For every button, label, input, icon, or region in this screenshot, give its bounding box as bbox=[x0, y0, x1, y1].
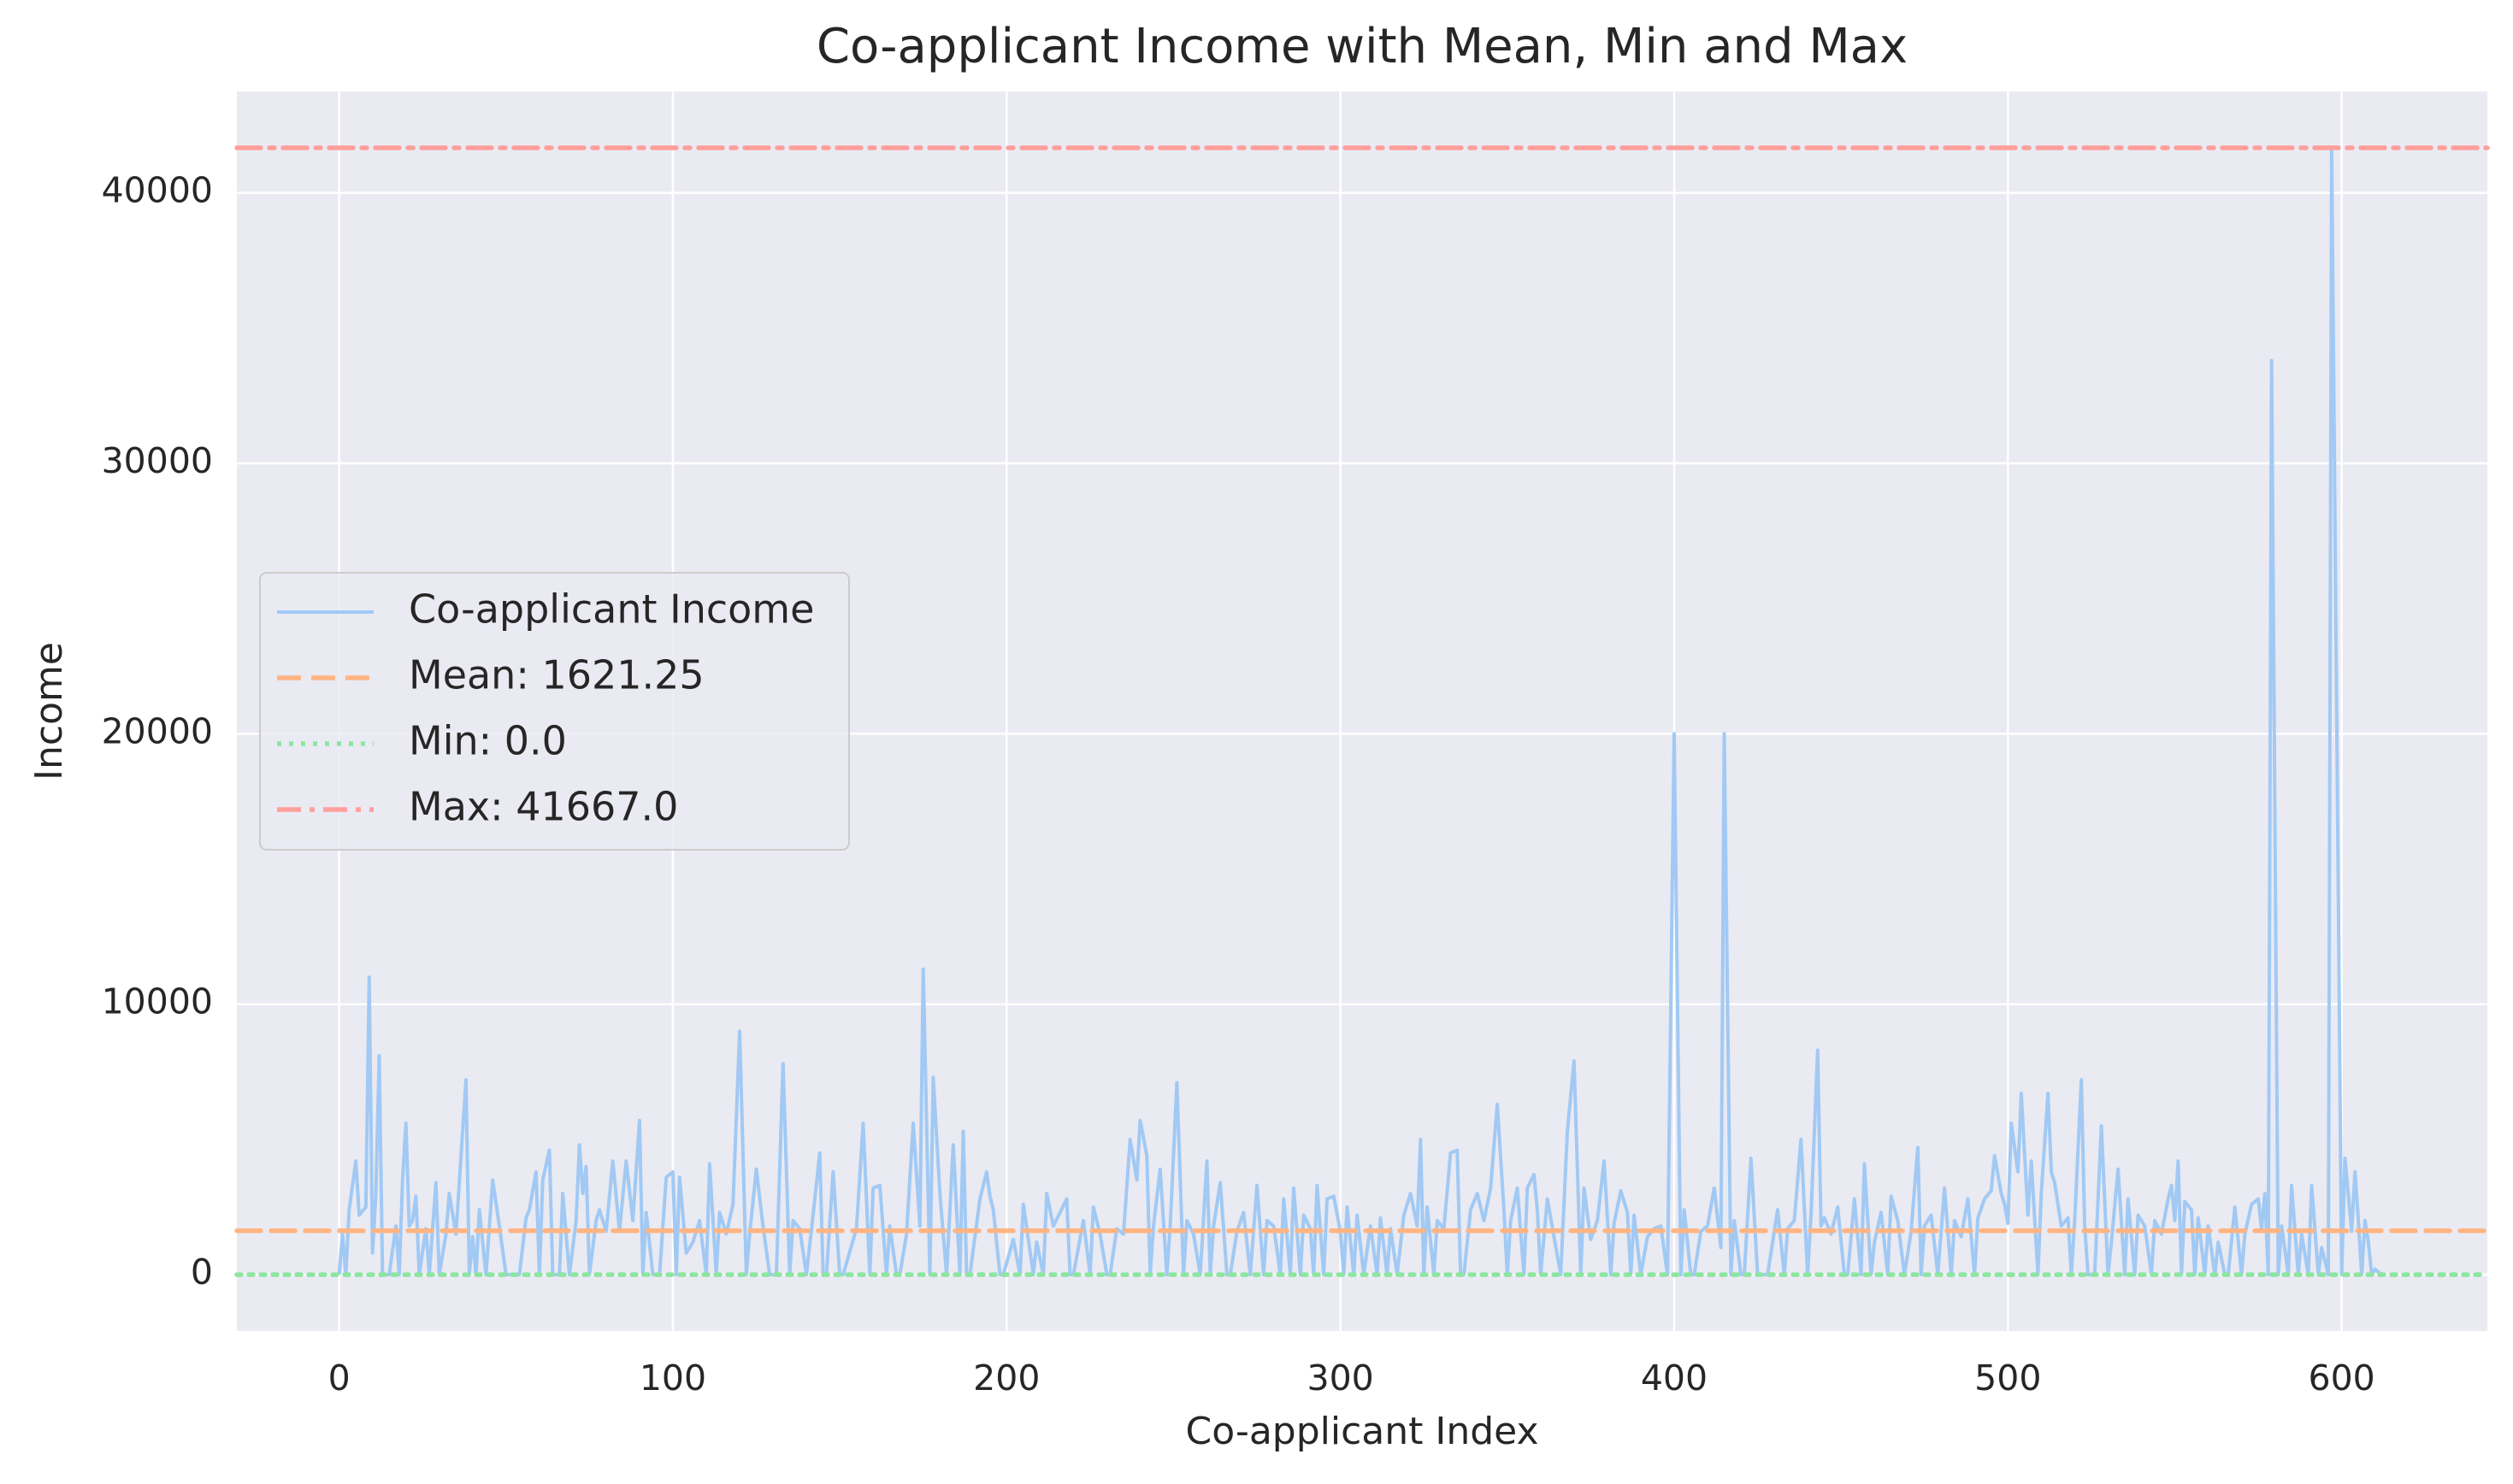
legend-label: Min: 0.0 bbox=[409, 718, 567, 764]
y-tick-label: 10000 bbox=[102, 981, 213, 1022]
x-tick-label: 200 bbox=[973, 1357, 1040, 1399]
y-tick-label: 30000 bbox=[102, 440, 213, 481]
x-tick-label: 300 bbox=[1307, 1357, 1373, 1399]
legend-box bbox=[259, 572, 850, 851]
x-tick-label: 0 bbox=[328, 1357, 351, 1399]
x-tick-label: 500 bbox=[1974, 1357, 2041, 1399]
x-tick-label: 400 bbox=[1641, 1357, 1708, 1399]
legend: Co-applicant Income Mean: 1621.25 Min: 0.0… bbox=[259, 572, 850, 851]
x-axis-label: Co-applicant Index bbox=[1185, 1410, 1538, 1453]
y-axis-label: Income bbox=[27, 642, 71, 780]
legend-label: Max: 41667.0 bbox=[409, 784, 678, 830]
legend-label: Co-applicant Income bbox=[409, 586, 814, 633]
x-tick-label: 100 bbox=[640, 1357, 706, 1399]
y-tick-label: 40000 bbox=[102, 170, 213, 211]
y-tick-label: 20000 bbox=[102, 710, 213, 751]
plot-marks bbox=[234, 145, 2490, 1277]
legend-label: Mean: 1621.25 bbox=[409, 652, 705, 698]
labels: 0 10000 20000 30000 40000 0 100 200 300 400 500 600 bbox=[102, 170, 2375, 1399]
x-tick-label: 600 bbox=[2308, 1357, 2374, 1399]
y-tick-label: 0 bbox=[191, 1251, 213, 1293]
chart-title: Co-applicant Income with Mean, Min and M… bbox=[817, 19, 1908, 74]
